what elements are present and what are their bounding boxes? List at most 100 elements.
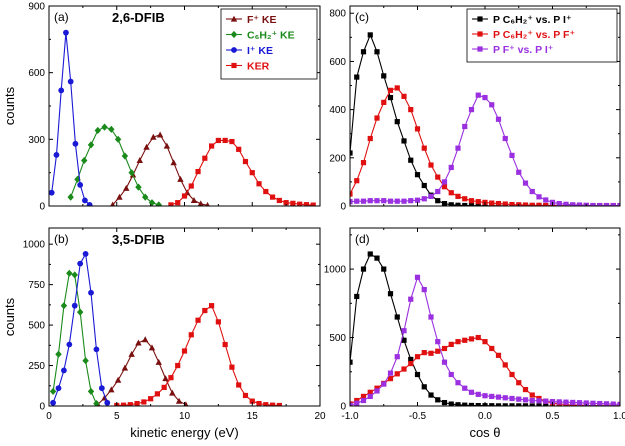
panel-c-point-p-f-vs-p-i xyxy=(360,198,367,204)
panel-a-point-f-ke xyxy=(143,143,150,150)
panel-d-point-p-f-vs-p-i xyxy=(495,394,502,400)
panel-d-point-p-c-h-vs-p-f xyxy=(354,397,360,404)
panel-d-point-p-f-vs-p-i xyxy=(603,401,610,406)
panel-c-point-p-c-h-vs-p-f xyxy=(543,202,549,206)
panel-a-legend-marker xyxy=(230,15,238,22)
panel-a: 0 300 600 900 (a) 2,6-DFIB counts F⁺ KE C₆H₂⁺ KE… xyxy=(2,2,321,213)
panel-d-point-p-f-vs-p-i xyxy=(441,359,448,365)
panel-b-point-f-ke xyxy=(114,376,122,383)
panel-a-point-ker xyxy=(249,170,255,176)
panel-d-point-p-f-vs-p-i xyxy=(387,370,394,376)
panel-a-point-i-ke xyxy=(86,201,93,206)
panel-d-point-p-c-h-vs-p-f xyxy=(394,371,400,377)
panel-b-point-i-ke xyxy=(82,250,89,257)
panel-b-series-ker xyxy=(114,303,282,406)
panel-b-point-i-ke xyxy=(61,367,67,374)
panel-c-point-p-f-vs-p-i xyxy=(570,202,576,206)
panel-d-point-p-c-h-vs-p-f xyxy=(462,337,468,343)
panel-c-point-p-f-vs-p-i xyxy=(441,179,448,185)
panel-a-point-ker xyxy=(297,201,303,206)
panel-a-point-c-h-ke xyxy=(121,152,129,160)
panel-b-point-ker xyxy=(249,398,255,404)
panel-c-legend-entry: P F⁺ vs. P I⁺ xyxy=(493,44,553,56)
panel-b-point-ker xyxy=(168,375,174,381)
panel-c-point-p-c-h-vs-p-f xyxy=(448,190,454,196)
panel-c-point-p-f-vs-p-i xyxy=(502,135,508,142)
panel-c-point-p-c-h-vs-p-f xyxy=(468,198,475,204)
panel-c-point-p-f-vs-p-i xyxy=(354,198,360,204)
panel-c-point-p-c-h-vs-p-f xyxy=(387,87,394,93)
panel-d-point-p-c-h-vs-p-f xyxy=(441,345,448,352)
panel-d-x-tick-label: 0.5 xyxy=(546,411,560,422)
panel-c-point-p-f-vs-p-i xyxy=(475,92,481,98)
panel-b-label: (b) xyxy=(54,232,69,246)
panel-c-point-p-f-vs-p-i xyxy=(536,194,542,200)
panel-c-y-tick-label: 400 xyxy=(329,105,346,116)
panel-a-point-c-h-ke xyxy=(94,126,101,135)
panel-c-point-p-c-h-vs-p-f xyxy=(408,107,414,113)
panel-a-point-c-h-ke xyxy=(87,141,95,149)
panel-c-point-p-c-h-vs-p-i xyxy=(354,74,360,80)
panel-b-x-tick-label: 20 xyxy=(314,411,326,422)
panel-d-point-p-c-h-vs-p-f xyxy=(468,336,475,342)
panel-d: -1.0 -0.5 0.0 0.5 1.0 0 500 1000 (d) cos θ xyxy=(324,227,625,440)
panel-d-x-tick-label: 1.0 xyxy=(613,411,625,422)
panel-c-point-p-f-vs-p-i xyxy=(367,198,373,204)
panel-d-point-p-f-vs-p-i xyxy=(583,400,589,406)
panel-c-point-p-f-vs-p-i xyxy=(489,102,495,108)
panel-d-point-p-f-vs-p-i xyxy=(536,398,542,404)
panel-b-point-c-h-ke xyxy=(49,387,57,396)
panel-d-x-tick-label: -1.0 xyxy=(341,411,359,422)
panel-c-point-p-c-h-vs-p-i xyxy=(475,203,481,206)
panel-a-point-ker xyxy=(175,200,181,206)
panel-d-point-p-c-h-vs-p-f xyxy=(516,380,522,386)
panel-b: 0 5 10 15 20 0 250 500 750 1000 (b) 3,5-DFIB counts k… xyxy=(2,227,326,440)
panel-d-point-p-c-h-vs-p-f xyxy=(421,350,427,356)
panel-c-point-p-c-h-vs-p-f xyxy=(455,193,461,199)
panel-a-legend-box xyxy=(220,8,318,80)
panel-c-point-p-c-h-vs-p-i xyxy=(360,49,367,55)
panel-b-point-i-ke xyxy=(66,341,73,348)
panel-d-point-p-c-h-vs-p-i xyxy=(428,392,434,398)
panel-a-legend-entry: I⁺ KE xyxy=(247,45,273,57)
panel-c-y-tick-label: 200 xyxy=(329,153,346,164)
panel-d-point-p-c-h-vs-p-f xyxy=(360,393,367,400)
panel-c-legend-box xyxy=(466,8,618,63)
panel-b-point-i-ke xyxy=(71,302,78,309)
panel-b-point-f-ke xyxy=(155,358,162,365)
panel-a-point-i-ke xyxy=(77,181,84,188)
panel-d-point-p-f-vs-p-i xyxy=(394,354,400,360)
panel-b-y-tick-label: 1000 xyxy=(23,240,46,251)
panel-b-point-i-ke xyxy=(93,346,100,353)
panel-b-x-tick-label: 5 xyxy=(114,411,120,422)
panel-a-point-i-ke xyxy=(67,78,74,85)
panel-b-x-tick-label: 0 xyxy=(46,411,52,422)
panel-d-point-p-c-h-vs-p-i xyxy=(462,402,468,406)
panel-c-point-p-f-vs-p-i xyxy=(617,202,620,206)
panel-c-point-p-c-h-vs-p-f xyxy=(529,202,535,206)
panel-c-point-p-f-vs-p-i xyxy=(381,198,387,204)
panel-b-point-c-h-ke xyxy=(76,308,84,316)
panel-d-point-p-f-vs-p-i xyxy=(509,395,515,402)
panel-d-point-p-c-h-vs-p-f xyxy=(408,360,414,367)
panel-c-point-p-c-h-vs-p-f xyxy=(495,200,502,206)
panel-d-point-p-c-h-vs-p-i xyxy=(354,293,360,300)
panel-a-point-c-h-ke xyxy=(101,123,108,131)
panel-b-point-i-ke xyxy=(88,289,94,296)
panel-c-point-p-f-vs-p-i xyxy=(455,145,461,151)
panel-c-point-p-f-vs-p-i xyxy=(448,164,454,171)
panel-a-point-c-h-ke xyxy=(67,193,74,201)
panel-c-point-p-c-h-vs-p-f xyxy=(475,199,481,205)
panel-a-legend-marker xyxy=(231,62,237,69)
panel-c-point-p-f-vs-p-i xyxy=(529,188,535,195)
panel-d-point-p-c-h-vs-p-i xyxy=(522,403,529,406)
panel-d-point-p-f-vs-p-i xyxy=(428,314,434,320)
panel-a-point-i-ke xyxy=(82,197,88,204)
panel-c-legend-entry: P C₆H₂⁺ vs. P F⁺ xyxy=(493,29,575,41)
panel-d-point-p-c-h-vs-p-i xyxy=(394,314,400,320)
panel-d-point-p-f-vs-p-i xyxy=(354,400,360,406)
panel-c-point-p-f-vs-p-i xyxy=(576,202,583,206)
panel-b-point-f-ke xyxy=(108,386,115,393)
panel-d-point-p-f-vs-p-i xyxy=(435,339,441,345)
panel-b-point-ker xyxy=(120,402,127,406)
